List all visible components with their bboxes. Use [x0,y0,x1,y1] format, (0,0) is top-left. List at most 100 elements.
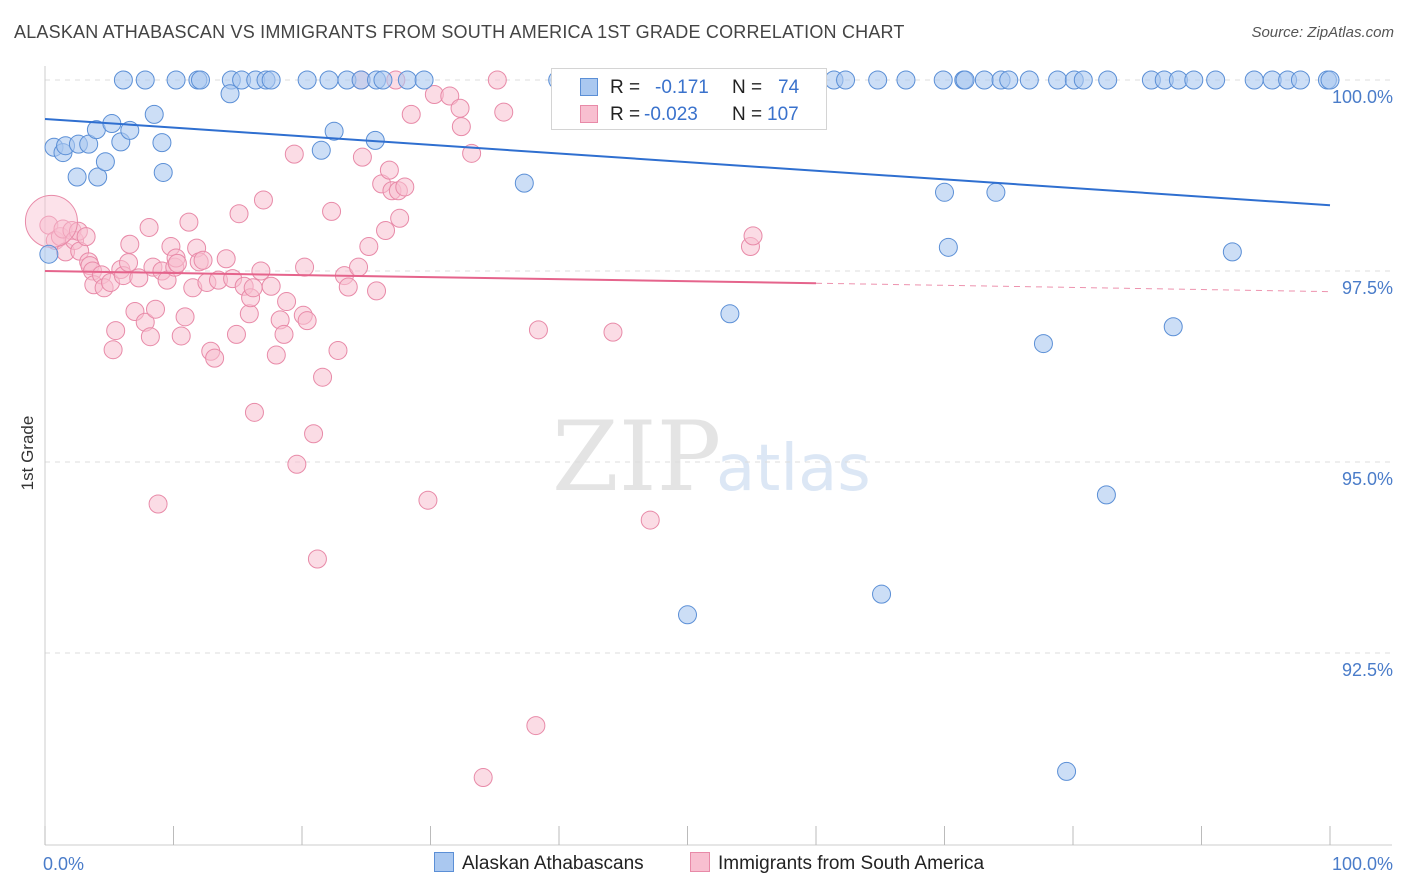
stats-row-blue: R = -0.171 N = 74 [552,74,826,102]
y-tick-label: 92.5% [1342,660,1393,680]
data-point-pink [743,226,763,246]
data-point-blue [1073,70,1093,90]
data-point-blue [1184,70,1204,90]
data-point-pink [304,424,324,444]
x-tick-label: 0.0% [43,854,84,874]
data-point-pink [349,257,369,277]
data-point-pink [640,510,660,530]
data-point-blue [896,70,916,90]
data-point-blue [1019,70,1039,90]
data-point-pink [359,237,379,257]
legend-label-blue: Alaskan Athabascans [462,853,644,874]
data-point-blue [974,70,994,90]
data-point-blue [1244,70,1264,90]
stats-n-value: 107 [767,104,799,125]
data-point-pink [287,454,307,474]
stats-r-label: R = [610,77,641,98]
data-point-blue [1048,70,1068,90]
stats-r-value: -0.171 [655,77,709,98]
blue-points [39,70,1340,781]
data-point-blue [1320,70,1340,90]
data-point-pink [494,102,514,122]
data-point-blue [1098,70,1118,90]
data-point-blue [720,304,740,324]
data-point-pink [216,249,236,269]
legend-label-pink: Immigrants from South America [718,853,985,874]
trend-line-blue [44,117,1331,207]
data-point-blue [397,70,417,90]
data-point-pink [193,250,213,270]
data-point-pink [451,117,471,137]
data-point-pink [175,307,195,327]
data-point-pink [167,253,187,273]
data-point-pink [277,292,297,312]
data-point-pink [106,321,126,341]
data-point-blue [935,182,954,202]
legend-item-pink[interactable]: Immigrants from South America [690,852,984,875]
data-point-pink [379,160,399,180]
data-point-pink [140,327,160,347]
data-point-pink [338,277,358,297]
trend-line-pink [44,270,817,285]
data-point-pink [148,494,168,514]
data-point-pink [450,98,470,118]
data-point-pink [297,311,317,331]
data-point-pink [139,217,159,237]
data-point-blue [933,70,953,90]
data-point-pink [307,549,327,569]
data-point-blue [297,70,317,90]
data-point-blue [836,70,856,90]
data-point-blue [220,84,240,104]
data-point-pink [119,253,139,273]
data-point-pink [120,234,140,254]
data-point-blue [144,104,164,124]
watermark-zip: ZIP [552,401,721,513]
data-point-pink [284,144,304,164]
data-point-pink [528,320,548,340]
data-point-blue [113,70,133,90]
data-point-blue [67,167,87,187]
data-point-pink [487,70,507,90]
data-point-pink [376,221,396,241]
y-tick-label: 100.0% [1332,87,1393,107]
data-point-pink [76,227,96,247]
legend-item-blue[interactable]: Alaskan Athabascans [434,852,644,875]
data-point-blue [1057,761,1077,781]
data-point-blue [938,237,958,257]
axes [44,66,1392,846]
gridlines [45,79,1392,654]
stats-r-label: R = [610,104,641,125]
source-label[interactable]: Source: ZipAtlas.com [1251,24,1394,41]
data-point-blue [153,162,173,182]
legend-swatch-pink [690,852,710,872]
data-point-pink [229,204,249,224]
data-point-blue [955,70,975,90]
stats-swatch-blue [580,78,598,96]
data-point-pink [179,212,199,232]
trend-line-pink-extension [815,282,1331,293]
data-point-pink [171,326,191,346]
data-point-pink [261,276,281,296]
chart-title: ALASKAN ATHABASCAN VS IMMIGRANTS FROM SO… [14,22,905,42]
data-point-pink [205,348,225,368]
data-point-blue [1290,70,1310,90]
data-point-blue [872,584,892,604]
stats-n-label: N = [732,77,763,98]
data-point-blue [152,133,172,153]
data-point-blue [319,70,339,90]
data-point-pink [473,768,493,788]
data-point-pink [390,208,410,228]
data-point-pink [253,190,273,210]
data-point-pink [367,281,387,301]
data-point-pink [295,257,315,277]
data-point-blue [414,70,434,90]
watermark: ZIP atlas [552,401,871,513]
data-point-blue [1163,317,1183,337]
data-point-blue [166,70,186,90]
data-point-blue [999,70,1019,90]
data-point-blue [986,182,1006,202]
data-point-pink [526,716,546,736]
watermark-atlas: atlas [716,432,871,506]
stats-row-pink: R = -0.023 N = 107 [552,101,826,129]
